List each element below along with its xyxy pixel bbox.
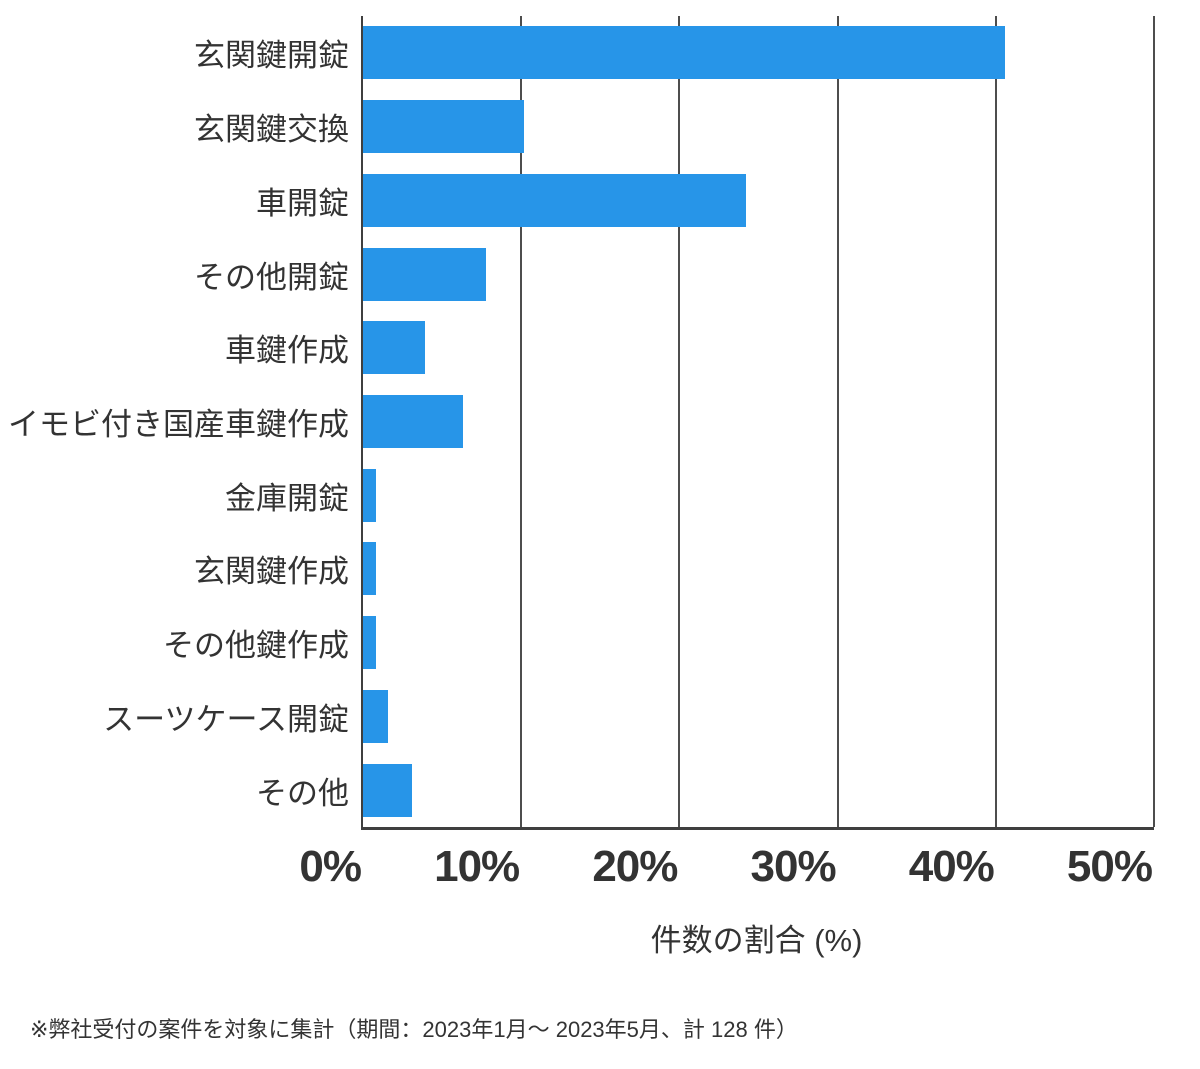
category-label-6: イモビ付き国産車鍵作成 — [8, 406, 349, 442]
bar-5 — [363, 321, 425, 375]
gridline-10 — [520, 16, 523, 827]
x-tick-label: 40% — [908, 842, 995, 891]
category-label-9: その他鍵作成 — [163, 628, 349, 664]
chart-footnote: ※弊社受付の案件を対象に集計（期間：2023年1月～ 2023年5月、計 128… — [30, 1017, 798, 1042]
bar-6 — [363, 395, 463, 448]
category-label-5: 車鍵作成 — [225, 333, 349, 369]
x-tick-label: 20% — [592, 842, 678, 891]
plot-area — [361, 16, 1155, 830]
bar-8 — [363, 542, 376, 596]
bar-4 — [363, 247, 487, 301]
gridline-20 — [678, 16, 681, 827]
category-label-11: その他 — [256, 775, 349, 811]
x-axis-ticks: 0% 10% 20% 30% 40% 50% — [299, 842, 1153, 902]
bar-7 — [363, 468, 376, 522]
category-label-2: 玄関鍵交換 — [194, 112, 349, 148]
x-tick-label: 50% — [1066, 842, 1153, 891]
x-tick-label: 30% — [750, 842, 837, 891]
category-label-10: スーツケース開錠 — [103, 701, 349, 737]
category-label-7: 金庫開錠 — [225, 480, 349, 516]
bar-10 — [363, 689, 389, 743]
y-axis-labels: 玄関鍵開錠玄関鍵交換車開錠その他開錠車鍵作成イモビ付き国産車鍵作成金庫開錠玄関鍵… — [0, 16, 349, 827]
gridline-40 — [994, 16, 997, 827]
gridline-30 — [836, 16, 839, 827]
x-axis-title: 件数の割合 (%) — [650, 923, 863, 958]
bar-9 — [363, 616, 376, 670]
x-tick-label: 0% — [299, 842, 362, 891]
bar-1 — [363, 26, 1006, 80]
bar-2 — [363, 100, 525, 154]
gridline-50 — [1153, 16, 1155, 827]
category-label-4: その他開錠 — [194, 259, 349, 295]
bar-11 — [363, 763, 413, 817]
x-tick-label: 10% — [434, 842, 520, 891]
bar-3 — [363, 173, 746, 227]
category-label-1: 玄関鍵開錠 — [194, 38, 349, 74]
category-label-8: 玄関鍵作成 — [194, 554, 349, 590]
category-label-3: 車開錠 — [256, 185, 349, 221]
